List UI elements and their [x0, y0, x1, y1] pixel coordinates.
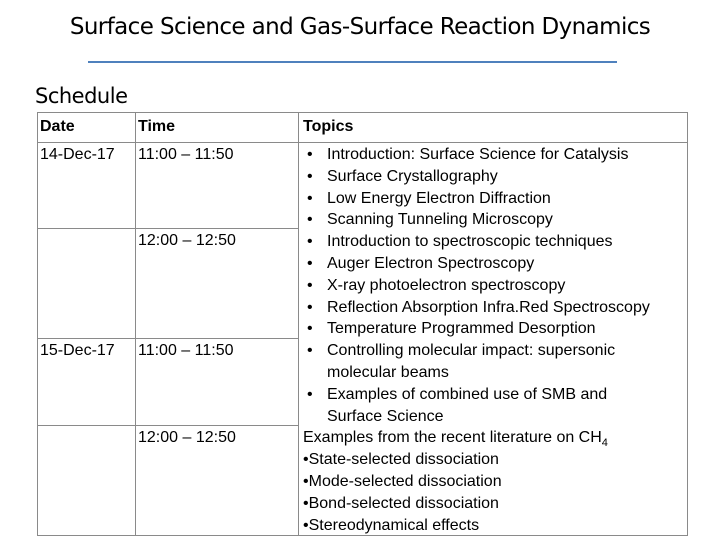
- subscript: 4: [601, 437, 608, 450]
- time-cell: 12:00 – 12:50: [135, 228, 299, 339]
- date-cell: 15-Dec-17: [37, 338, 136, 426]
- example: Bond-selected dissociation: [303, 493, 687, 515]
- topic: Introduction: Surface Science for Cataly…: [303, 144, 687, 166]
- section-label: Schedule: [35, 84, 128, 108]
- topic: Scanning Tunneling Microscopy: [303, 209, 687, 231]
- date: 15-Dec-17: [40, 342, 115, 359]
- topic: Examples of combined use of SMB and Surf…: [303, 384, 627, 428]
- topic: X-ray photoelectron spectroscopy: [303, 275, 687, 297]
- column-header: Topics: [298, 112, 688, 143]
- column-header: Time: [135, 112, 299, 143]
- time: 12:00 – 12:50: [138, 232, 236, 249]
- example-list: State-selected dissociationMode-selected…: [303, 449, 687, 536]
- topic: Introduction to spectroscopic techniques: [303, 231, 687, 253]
- time: 11:00 – 11:50: [138, 146, 234, 163]
- time-cell: 11:00 – 11:50: [135, 142, 299, 229]
- time: 12:00 – 12:50: [138, 429, 236, 446]
- topic-list: Introduction: Surface Science for Cataly…: [303, 144, 687, 427]
- date-cell: 14-Dec-17: [37, 142, 136, 229]
- topic: Temperature Programmed Desorption: [303, 318, 687, 340]
- time: 11:00 – 11:50: [138, 342, 234, 359]
- example: State-selected dissociation: [303, 449, 687, 471]
- date-cell: [37, 425, 136, 536]
- topic: Reflection Absorption Infra.Red Spectros…: [303, 297, 687, 319]
- topics-cell: Introduction: Surface Science for Cataly…: [298, 142, 688, 536]
- topic: Controlling molecular impact: supersonic…: [303, 340, 662, 384]
- topic: Auger Electron Spectroscopy: [303, 253, 687, 275]
- example: Stereodynamical effects: [303, 515, 687, 537]
- topic: Low Energy Electron Diffraction: [303, 188, 687, 210]
- slide-title: Surface Science and Gas-Surface Reaction…: [69, 14, 651, 40]
- topic: Surface Crystallography: [303, 166, 687, 188]
- time-cell: 12:00 – 12:50: [135, 425, 299, 536]
- examples-heading-text: Examples from the recent literature on C…: [303, 429, 602, 447]
- column-header: Date: [37, 112, 136, 143]
- time-cell: 11:00 – 11:50: [135, 338, 299, 426]
- date: 14-Dec-17: [40, 146, 115, 163]
- example: Mode-selected dissociation: [303, 471, 687, 493]
- title-rule: [88, 61, 617, 63]
- date-cell: [37, 228, 136, 339]
- examples-heading: Examples from the recent literature on C…: [303, 427, 687, 449]
